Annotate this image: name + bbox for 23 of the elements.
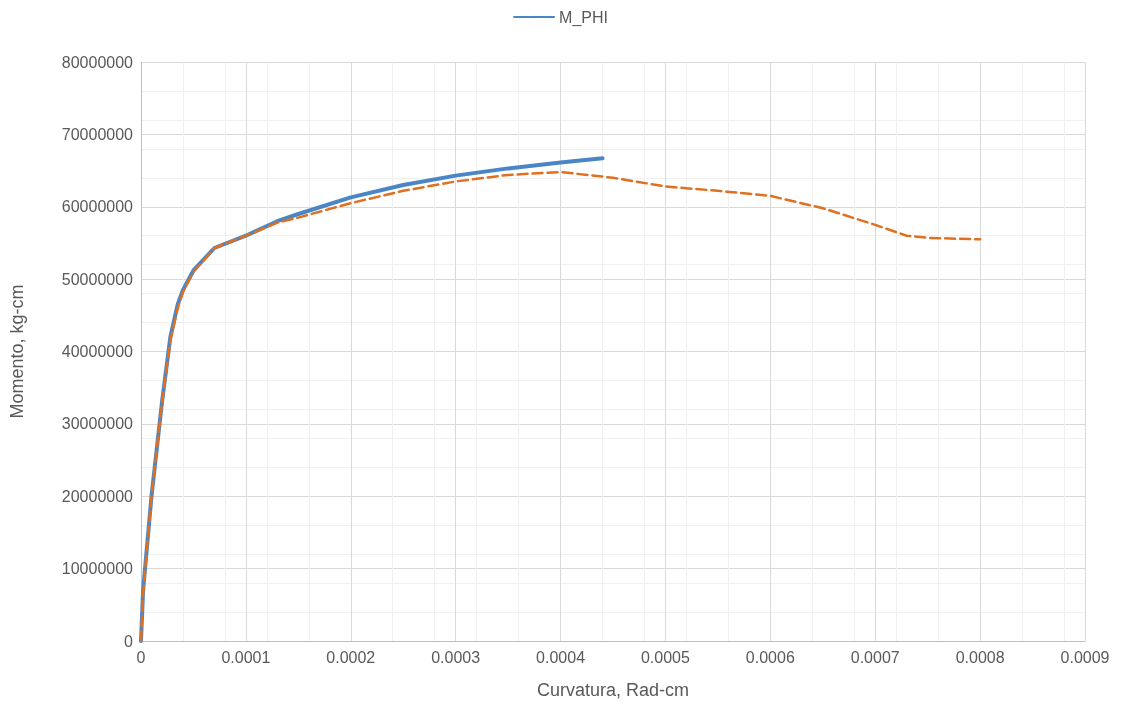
- y-tick-label: 30000000: [61, 415, 134, 433]
- y-tick-label: 10000000: [61, 560, 134, 578]
- y-tick-label: 60000000: [61, 198, 134, 216]
- x-tick-label: 0.0008: [955, 648, 1005, 666]
- y-tick-label: 70000000: [61, 125, 134, 143]
- y-tick-label: 50000000: [61, 270, 134, 288]
- y-tick-label: 40000000: [61, 343, 134, 360]
- x-axis-title: Curvatura, Rad-cm: [536, 680, 690, 700]
- x-tick-label: 0.0001: [221, 648, 271, 666]
- y-tick-label: 80000000: [61, 53, 134, 71]
- x-tick-label: 0.0004: [536, 648, 586, 666]
- legend-label: M_PHI: [559, 8, 608, 27]
- x-tick-label: 0.0007: [850, 648, 900, 666]
- y-tick-label: 0: [124, 632, 134, 650]
- x-tick-label: 0.0003: [431, 648, 481, 666]
- y-axis-title: Momento, kg-cm: [7, 284, 27, 419]
- x-tick-label: 0.0006: [745, 648, 795, 666]
- x-tick-label: 0.0009: [1060, 648, 1110, 666]
- x-tick-label: 0.0005: [640, 648, 691, 666]
- x-tick-label: 0.0002: [326, 648, 376, 666]
- line-series: [139, 170, 982, 643]
- y-tick-label: 20000000: [61, 487, 134, 505]
- x-tick-label: 0: [136, 648, 146, 666]
